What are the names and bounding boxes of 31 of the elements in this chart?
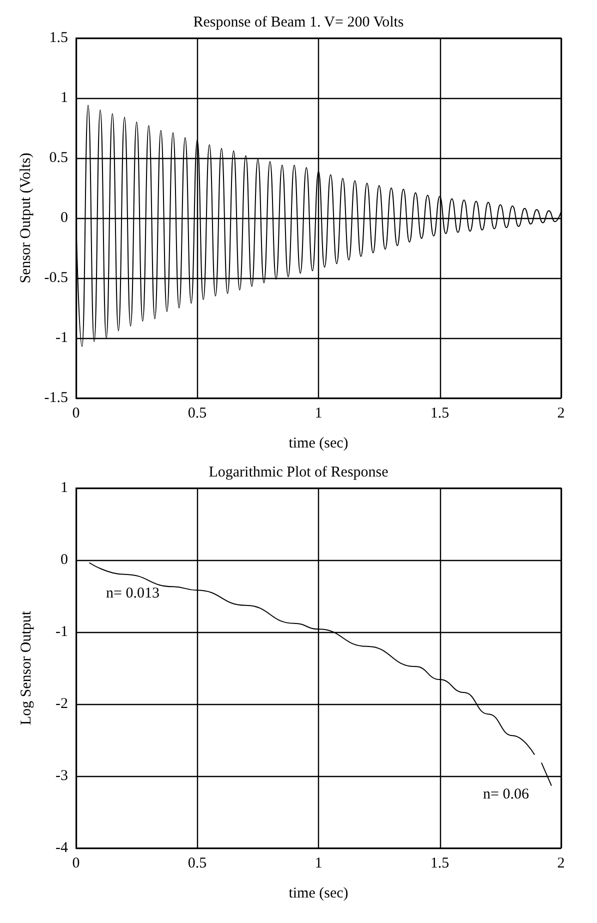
x-axis-title: time (sec)	[288, 886, 348, 902]
x-tick-label: 1.5	[430, 406, 450, 422]
y-tick-label: 0.5	[49, 150, 68, 166]
x-tick-label: 1.5	[430, 856, 450, 872]
y-axis-title: Sensor Output (Volts)	[18, 152, 34, 284]
x-tick-label: 2	[557, 406, 565, 422]
x-tick-label: 0.5	[188, 856, 207, 872]
y-tick-label: -1.5	[44, 390, 68, 406]
y-tick-label: -1	[56, 624, 68, 640]
x-tick-label: 0	[72, 406, 80, 422]
annotation: n= 0.013	[106, 586, 160, 602]
y-tick-label: 1.5	[49, 30, 68, 46]
y-tick-label: -2	[56, 696, 68, 712]
chart-title: Response of Beam 1. V= 200 Volts	[193, 14, 404, 30]
x-tick-label: 2	[557, 856, 565, 872]
x-tick-label: 0.5	[188, 406, 207, 422]
y-tick-label: 0	[60, 210, 68, 226]
chart-title: Logarithmic Plot of Response	[208, 464, 389, 480]
y-tick-label: 1	[60, 90, 68, 106]
x-axis-title: time (sec)	[288, 436, 348, 452]
x-tick-label: 0	[72, 856, 80, 872]
y-tick-label: 0	[60, 552, 68, 568]
y-tick-label: 1	[60, 480, 68, 496]
x-tick-label: 1	[314, 856, 322, 872]
y-axis-title: Log Sensor Output	[18, 610, 34, 726]
y-tick-label: -3	[56, 768, 68, 784]
y-tick-label: -1	[56, 330, 68, 346]
y-tick-label: -0.5	[44, 270, 68, 286]
x-tick-label: 1	[314, 406, 322, 422]
y-tick-label: -4	[56, 840, 68, 856]
annotation: n= 0.06	[483, 786, 530, 802]
